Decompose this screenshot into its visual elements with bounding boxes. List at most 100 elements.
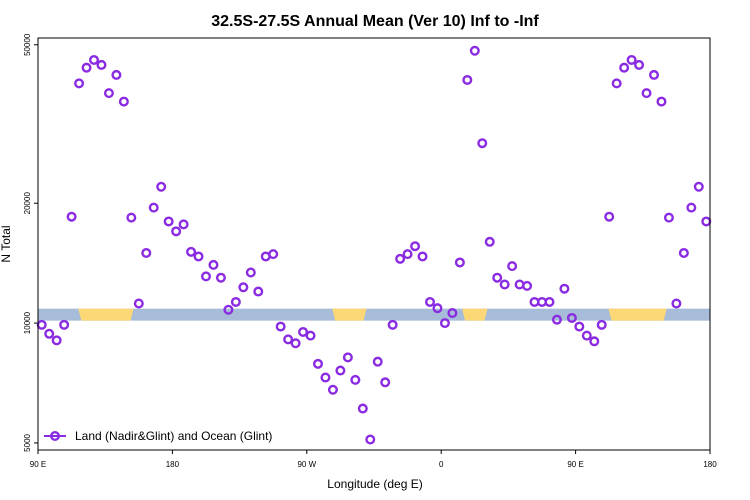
x-axis-label: Longitude (deg E) xyxy=(327,477,422,491)
data-point xyxy=(656,96,667,107)
data-point xyxy=(484,236,495,247)
data-point xyxy=(275,321,286,332)
data-point xyxy=(268,249,279,260)
data-point xyxy=(357,403,368,414)
data-point xyxy=(432,303,443,314)
data-point xyxy=(551,314,562,325)
data-point xyxy=(425,296,436,307)
data-point xyxy=(245,267,256,278)
data-point xyxy=(417,251,428,262)
y-tick-label: 20000 xyxy=(23,192,32,215)
data-point xyxy=(499,279,510,290)
data-point xyxy=(88,54,99,65)
data-point xyxy=(589,336,600,347)
data-point xyxy=(96,59,107,70)
data-point xyxy=(223,304,234,315)
data-point xyxy=(178,219,189,230)
data-point xyxy=(686,202,697,213)
data-point xyxy=(566,312,577,323)
data-point xyxy=(74,78,85,89)
data-point xyxy=(507,261,518,272)
data-point xyxy=(439,318,450,329)
y-tick-label: 50000 xyxy=(23,33,32,56)
data-point xyxy=(678,247,689,258)
data-point xyxy=(395,253,406,264)
data-point xyxy=(387,319,398,330)
data-point xyxy=(66,211,77,222)
data-point xyxy=(200,271,211,282)
legend-marker xyxy=(50,431,61,442)
data-point xyxy=(208,259,219,270)
land-segment xyxy=(462,308,488,321)
land-segment xyxy=(332,308,367,321)
data-point xyxy=(626,54,637,65)
land-segment xyxy=(78,308,134,321)
data-point xyxy=(462,74,473,85)
plot-frame xyxy=(37,37,711,451)
ocean-band xyxy=(38,308,710,321)
data-point xyxy=(59,319,70,330)
x-tick-label: 90 E xyxy=(30,460,46,469)
data-point xyxy=(671,298,682,309)
data-point xyxy=(230,296,241,307)
data-point xyxy=(111,69,122,80)
data-point xyxy=(663,212,674,223)
data-point xyxy=(701,216,712,227)
legend-label: Land (Nadir&Glint) and Ocean (Glint) xyxy=(75,429,272,443)
data-point xyxy=(611,78,622,89)
x-tick-label: 90 W xyxy=(297,460,316,469)
data-point xyxy=(649,69,660,80)
x-tick-label: 180 xyxy=(166,460,180,469)
data-point xyxy=(193,251,204,262)
data-point xyxy=(171,226,182,237)
data-point xyxy=(477,138,488,149)
legend: Land (Nadir&Glint) and Ocean (Glint) xyxy=(44,429,272,443)
data-point xyxy=(454,257,465,268)
y-axis-label: N Total xyxy=(0,225,13,262)
data-point xyxy=(447,308,458,319)
data-points xyxy=(36,45,712,445)
data-point xyxy=(133,298,144,309)
data-point xyxy=(290,338,301,349)
data-point xyxy=(320,372,331,383)
data-point xyxy=(335,365,346,376)
data-point xyxy=(253,286,264,297)
data-point xyxy=(238,282,249,293)
data-point xyxy=(156,181,167,192)
data-point xyxy=(380,377,391,388)
data-point xyxy=(36,319,47,330)
data-point xyxy=(641,88,652,99)
data-point xyxy=(350,374,361,385)
data-point xyxy=(492,272,503,283)
data-point xyxy=(522,280,533,291)
data-point xyxy=(44,328,55,339)
data-point xyxy=(215,272,226,283)
y-tick-label: 10000 xyxy=(23,311,32,334)
data-point xyxy=(693,181,704,192)
data-point xyxy=(619,62,630,73)
surface-strip xyxy=(38,308,710,321)
data-point xyxy=(81,62,92,73)
data-point xyxy=(141,247,152,258)
data-point xyxy=(469,45,480,56)
data-point xyxy=(118,96,129,107)
data-point xyxy=(596,319,607,330)
data-point xyxy=(298,326,309,337)
data-point xyxy=(544,296,555,307)
axis-ticks: 90 E 180 90 W 0 90 E 180 5000 10000 20000 50000 xyxy=(23,33,717,469)
data-point xyxy=(103,88,114,99)
data-point xyxy=(305,330,316,341)
data-point xyxy=(604,211,615,222)
data-point xyxy=(163,216,174,227)
data-point xyxy=(402,249,413,260)
x-tick-label: 180 xyxy=(703,460,717,469)
y-tick-label: 5000 xyxy=(23,433,32,451)
data-point xyxy=(342,352,353,363)
data-point xyxy=(327,384,338,395)
data-point xyxy=(559,283,570,294)
data-point xyxy=(148,202,159,213)
x-tick-label: 90 E xyxy=(567,460,583,469)
data-point xyxy=(51,335,62,346)
data-point xyxy=(581,330,592,341)
